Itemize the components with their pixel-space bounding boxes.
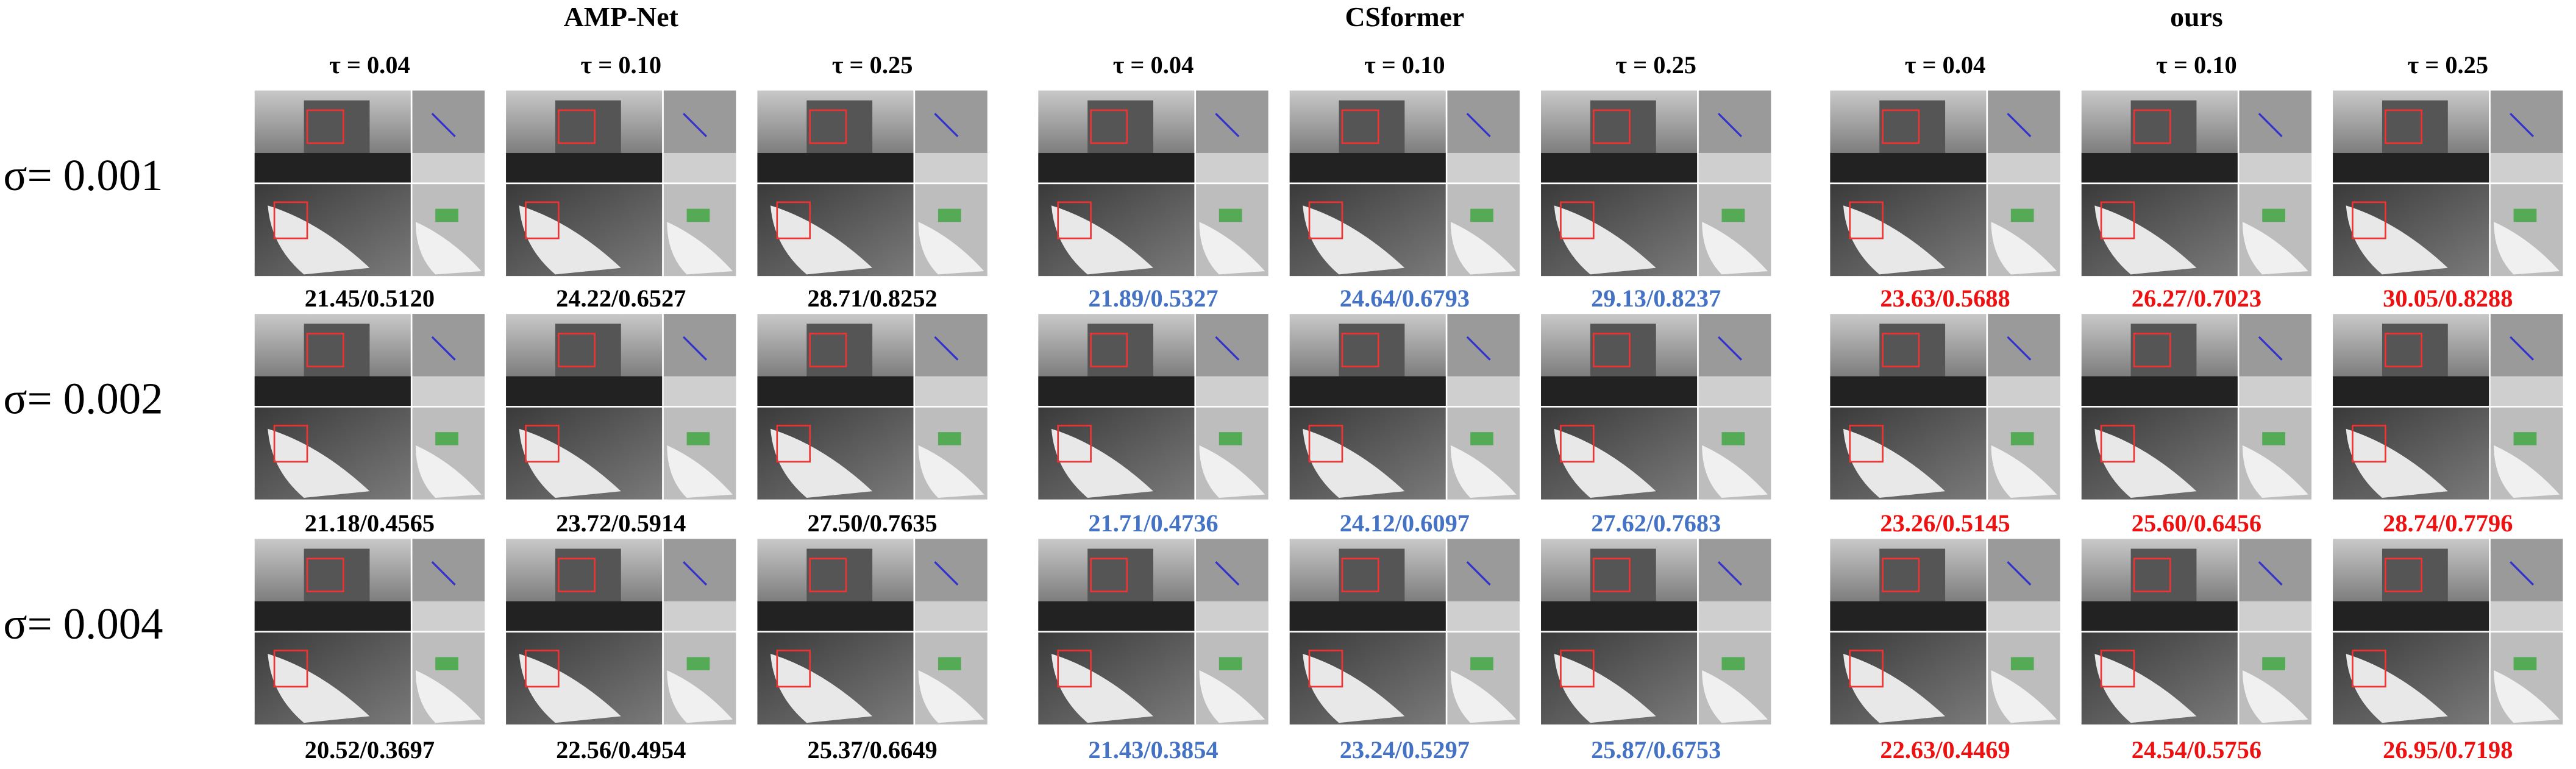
psnr-ssim: 21.71/0.4736 xyxy=(1088,509,1218,537)
result-image xyxy=(1037,313,1270,501)
psnr-ssim: 26.95/0.7198 xyxy=(2383,736,2513,764)
psnr-ssim: 24.64/0.6793 xyxy=(1340,285,1470,312)
psnr-ssim: 25.37/0.6649 xyxy=(807,736,937,764)
psnr-ssim: 23.72/0.5914 xyxy=(556,509,686,537)
psnr-ssim: 20.52/0.3697 xyxy=(305,736,435,764)
result-image xyxy=(254,537,486,726)
result-image xyxy=(756,537,989,726)
result-image xyxy=(254,89,486,277)
psnr-ssim: 29.13/0.8237 xyxy=(1591,285,1721,312)
result-image xyxy=(1540,537,1772,726)
result-image xyxy=(756,313,989,501)
result-image xyxy=(1540,313,1772,501)
result-image xyxy=(2080,313,2313,501)
result-image xyxy=(2080,537,2313,726)
method-title: ours xyxy=(2170,1,2223,32)
psnr-ssim: 22.63/0.4469 xyxy=(1880,736,2010,764)
psnr-ssim: 23.26/0.5145 xyxy=(1880,509,2010,537)
result-image xyxy=(1289,313,1521,501)
result-image xyxy=(505,89,738,277)
psnr-ssim: 23.24/0.5297 xyxy=(1340,736,1470,764)
result-image xyxy=(1829,89,2062,277)
result-image xyxy=(2332,313,2564,501)
result-image xyxy=(505,537,738,726)
result-image xyxy=(1289,89,1521,277)
result-image xyxy=(254,313,486,501)
psnr-ssim: 28.71/0.8252 xyxy=(807,285,937,312)
psnr-ssim: 28.74/0.7796 xyxy=(2383,509,2513,537)
psnr-ssim: 30.05/0.8288 xyxy=(2383,285,2513,312)
tau-label: τ = 0.10 xyxy=(2156,51,2237,79)
psnr-ssim: 26.27/0.7023 xyxy=(2132,285,2261,312)
result-image xyxy=(756,89,989,277)
result-image xyxy=(1037,537,1270,726)
psnr-ssim: 21.18/0.4565 xyxy=(305,509,435,537)
method-title: AMP-Net xyxy=(564,1,679,32)
psnr-ssim: 25.60/0.6456 xyxy=(2132,509,2261,537)
psnr-ssim: 21.89/0.5327 xyxy=(1088,285,1218,312)
tau-label: τ = 0.04 xyxy=(1905,51,1986,79)
psnr-ssim: 21.43/0.3854 xyxy=(1088,736,1218,764)
result-image xyxy=(1829,313,2062,501)
result-image xyxy=(2332,89,2564,277)
tau-label: τ = 0.10 xyxy=(1364,51,1445,79)
result-image xyxy=(2332,537,2564,726)
tau-label: τ = 0.10 xyxy=(580,51,661,79)
result-image xyxy=(1540,89,1772,277)
sigma-label: σ= 0.002 xyxy=(3,374,163,423)
psnr-ssim: 22.56/0.4954 xyxy=(556,736,686,764)
tau-label: τ = 0.04 xyxy=(329,51,410,79)
psnr-ssim: 24.54/0.5756 xyxy=(2132,736,2261,764)
result-image xyxy=(1289,537,1521,726)
method-title: CSformer xyxy=(1345,1,1464,32)
psnr-ssim: 27.50/0.7635 xyxy=(807,509,937,537)
sigma-label: σ= 0.001 xyxy=(3,151,163,200)
psnr-ssim: 21.45/0.5120 xyxy=(305,285,435,312)
result-image xyxy=(1037,89,1270,277)
psnr-ssim: 27.62/0.7683 xyxy=(1591,509,1721,537)
psnr-ssim: 24.12/0.6097 xyxy=(1340,509,1470,537)
psnr-ssim: 25.87/0.6753 xyxy=(1591,736,1721,764)
tau-label: τ = 0.04 xyxy=(1113,51,1194,79)
tau-label: τ = 0.25 xyxy=(832,51,913,79)
psnr-ssim: 24.22/0.6527 xyxy=(556,285,686,312)
result-image xyxy=(1829,537,2062,726)
psnr-ssim: 23.63/0.5688 xyxy=(1880,285,2010,312)
result-image xyxy=(2080,89,2313,277)
result-image xyxy=(505,313,738,501)
sigma-label: σ= 0.004 xyxy=(3,599,163,648)
tau-label: τ = 0.25 xyxy=(1615,51,1696,79)
tau-label: τ = 0.25 xyxy=(2407,51,2488,79)
